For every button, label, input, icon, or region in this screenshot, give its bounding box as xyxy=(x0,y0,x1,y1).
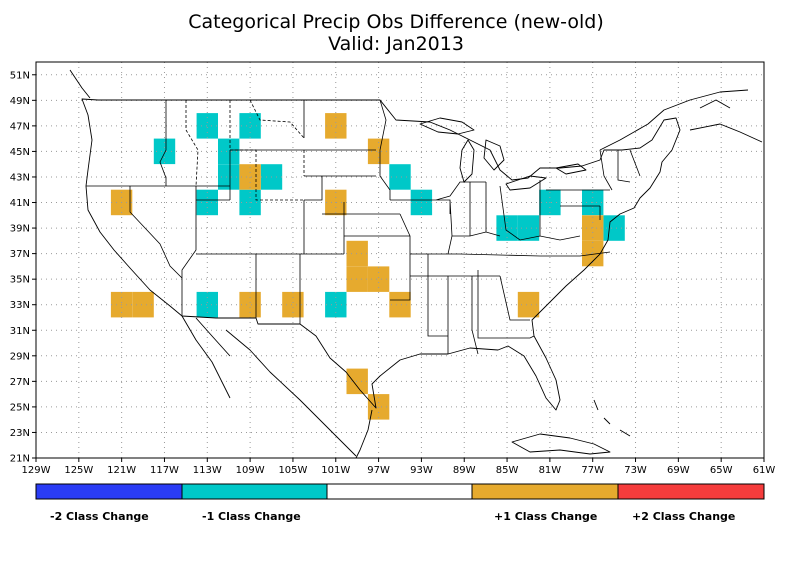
state-lines xyxy=(86,99,641,355)
canada-coast xyxy=(599,89,763,151)
x-tick-label: 109W xyxy=(236,465,265,476)
x-tick-label: 85W xyxy=(496,465,519,476)
difference-cell xyxy=(346,368,368,395)
lake-michigan xyxy=(459,139,475,183)
difference-cell xyxy=(282,291,304,318)
y-tick-label: 31N xyxy=(10,326,30,337)
x-tick-label: 129W xyxy=(22,465,51,476)
y-tick-label: 23N xyxy=(10,428,30,439)
legend-label-minus2: -2 Class Change xyxy=(50,510,149,523)
difference-cell xyxy=(153,138,176,165)
x-tick-label: 89W xyxy=(453,465,476,476)
title-line1: Categorical Precip Obs Difference (new-o… xyxy=(188,11,603,33)
legend-swatch-minus2 xyxy=(35,483,183,500)
difference-cell xyxy=(239,291,261,318)
difference-cell xyxy=(218,138,240,165)
legend-label-plus2: +2 Class Change xyxy=(632,510,735,523)
legend-label-plus1: +1 Class Change xyxy=(494,510,597,523)
x-tick-label: 121W xyxy=(107,465,136,476)
difference-cell xyxy=(367,394,390,420)
x-tick-label: 97W xyxy=(367,465,390,476)
state-borders xyxy=(86,99,641,355)
x-tick-label: 73W xyxy=(624,465,647,476)
longitude-ticks: 129W 125W 121W 117W 113W 109W 105W 101W 97W 93W 89… xyxy=(22,458,776,476)
cuba xyxy=(511,433,611,455)
difference-cell xyxy=(196,291,218,318)
x-tick-label: 105W xyxy=(278,465,307,476)
y-tick-label: 47N xyxy=(10,121,30,132)
x-tick-label: 65W xyxy=(710,465,733,476)
y-tick-label: 51N xyxy=(10,70,30,81)
difference-cell xyxy=(346,240,368,267)
latitude-ticks: 21N 23N 25N 27N 29N 31N 33N 35N 37N 39N 41N 43N 45N 4… xyxy=(10,70,36,465)
difference-cells xyxy=(110,113,625,420)
difference-cell xyxy=(239,113,261,139)
legend-swatch-minus1 xyxy=(181,483,328,500)
dashed-borders xyxy=(166,99,305,201)
vancouver-island xyxy=(69,69,91,99)
lake-huron xyxy=(483,139,505,171)
y-tick-label: 35N xyxy=(10,275,30,286)
difference-cell xyxy=(218,164,240,190)
y-tick-label: 25N xyxy=(10,402,30,413)
difference-cell xyxy=(582,240,604,267)
x-tick-label: 93W xyxy=(410,465,433,476)
gridlines xyxy=(35,62,765,459)
x-tick-label: 113W xyxy=(193,465,222,476)
difference-cell xyxy=(367,266,390,292)
x-tick-label: 125W xyxy=(64,465,93,476)
x-tick-label: 81W xyxy=(539,465,562,476)
legend-swatch-plus1 xyxy=(471,483,619,500)
difference-cell xyxy=(389,291,411,318)
difference-cell xyxy=(325,291,347,318)
difference-cell xyxy=(132,291,154,318)
difference-cell xyxy=(389,164,411,190)
difference-cell xyxy=(325,113,347,139)
x-tick-label: 69W xyxy=(667,465,690,476)
legend: -2 Class Change -1 Class Change +1 Class… xyxy=(35,483,765,523)
title-line2: Valid: Jan2013 xyxy=(328,33,464,55)
difference-cell xyxy=(496,215,518,241)
mexico-coast xyxy=(225,329,373,459)
y-tick-label: 39N xyxy=(10,224,30,235)
lake-ontario xyxy=(555,163,587,175)
y-tick-label: 37N xyxy=(10,249,30,260)
y-tick-label: 45N xyxy=(10,147,30,158)
y-tick-label: 27N xyxy=(10,377,30,388)
us-outline xyxy=(81,98,681,411)
baja-california xyxy=(181,315,231,399)
y-tick-label: 33N xyxy=(10,300,30,311)
difference-cell xyxy=(517,215,540,241)
difference-cell xyxy=(517,291,540,318)
difference-cell xyxy=(239,164,261,190)
bahamas xyxy=(593,399,631,437)
x-tick-label: 61W xyxy=(753,465,776,476)
y-tick-label: 29N xyxy=(10,351,30,362)
legend-label-minus1: -1 Class Change xyxy=(202,510,301,523)
map-frame xyxy=(35,61,765,459)
y-tick-label: 21N xyxy=(10,454,30,465)
y-tick-label: 41N xyxy=(10,198,30,209)
difference-cell xyxy=(367,138,390,165)
x-tick-label: 101W xyxy=(321,465,350,476)
y-tick-label: 49N xyxy=(10,96,30,107)
lake-erie xyxy=(505,175,547,191)
lake-superior xyxy=(419,117,475,135)
legend-swatch-zero xyxy=(326,483,473,500)
x-tick-label: 77W xyxy=(581,465,604,476)
difference-cell xyxy=(582,215,604,241)
difference-cell xyxy=(346,266,368,292)
geography-outline xyxy=(69,69,763,459)
difference-cell xyxy=(196,113,218,139)
y-tick-label: 43N xyxy=(10,172,30,183)
legend-swatch-plus2 xyxy=(617,483,765,500)
x-tick-label: 117W xyxy=(150,465,179,476)
